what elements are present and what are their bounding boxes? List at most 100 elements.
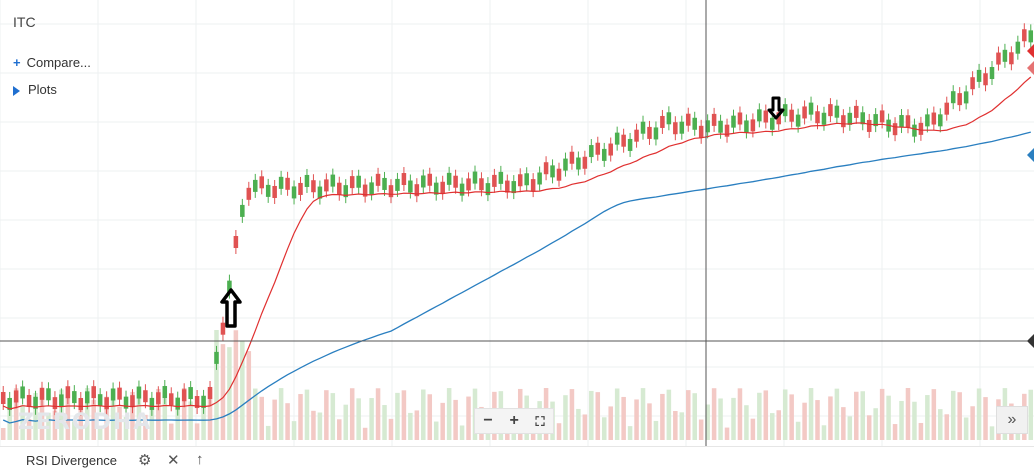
volume-bar	[770, 413, 775, 440]
candle	[117, 387, 122, 400]
candle	[356, 175, 361, 188]
volume-bar	[711, 388, 717, 440]
volume-bar	[123, 416, 129, 440]
volume-bar	[983, 397, 988, 440]
candle	[149, 397, 155, 410]
volume-bar	[65, 394, 71, 440]
candle	[298, 182, 303, 195]
candle	[375, 173, 381, 186]
candle	[647, 126, 652, 139]
volume-bar	[556, 423, 562, 440]
volume-bar	[879, 388, 885, 440]
volume-bar	[614, 388, 620, 440]
candle	[479, 178, 484, 191]
candle	[459, 183, 465, 196]
compare-label: Compare...	[26, 55, 91, 70]
volume-bar	[427, 394, 433, 440]
candle	[485, 183, 491, 196]
volume-bar	[776, 410, 781, 440]
volume-bar	[795, 421, 801, 440]
compare-button[interactable]: + Compare...	[13, 55, 91, 70]
candle	[311, 180, 316, 193]
candle	[582, 156, 588, 169]
volume-bar	[433, 421, 439, 440]
gear-icon[interactable]: ⚙	[138, 452, 152, 469]
volume-bar	[905, 388, 911, 440]
volume-bar	[227, 347, 232, 440]
volume-bar	[240, 340, 245, 440]
candle	[750, 119, 756, 132]
candle	[892, 123, 898, 136]
zoom-in-button[interactable]: +	[509, 412, 519, 429]
candle	[0, 392, 6, 404]
candle	[472, 171, 478, 184]
volume-bar	[324, 390, 329, 440]
study-panel-bar: RSI Divergence ⚙ ✕ ↑	[0, 446, 1034, 474]
candle	[944, 102, 950, 115]
close-icon[interactable]: ✕	[167, 452, 180, 469]
volume-bar	[899, 400, 904, 440]
candle	[1028, 30, 1034, 43]
volume-bar	[52, 410, 58, 440]
volume-bar	[337, 419, 342, 440]
candle	[627, 138, 633, 151]
volume-bar	[621, 396, 626, 440]
candle	[84, 391, 90, 404]
volume-bar	[841, 407, 846, 440]
arrow-up-icon[interactable]: ↑	[196, 451, 204, 468]
candle	[957, 93, 962, 106]
volume-bar	[685, 390, 691, 440]
volume-bar	[634, 399, 639, 440]
candle	[162, 386, 168, 399]
study-label: RSI Divergence	[26, 453, 118, 468]
plots-button[interactable]: Plots	[13, 82, 57, 97]
volume-bar	[834, 388, 840, 440]
candle	[802, 106, 807, 119]
fullscreen-icon[interactable]: ⛶	[535, 413, 545, 429]
candle	[711, 113, 717, 126]
volume-bar	[349, 388, 355, 440]
volume-bar	[970, 406, 975, 440]
candle	[324, 179, 329, 192]
double-chevron-right-icon[interactable]: »	[996, 406, 1028, 434]
volume-bar	[647, 403, 652, 440]
volume-bar	[156, 388, 161, 440]
candle	[188, 387, 193, 400]
volume-bar	[143, 414, 148, 440]
volume-bar	[757, 392, 762, 440]
candle	[65, 386, 71, 399]
price-marker-blue	[1027, 148, 1034, 162]
volume-bar	[854, 391, 859, 440]
candle	[640, 121, 646, 134]
candle	[601, 148, 607, 161]
candle	[175, 397, 180, 410]
price-chart[interactable]	[0, 0, 1034, 446]
volume-bar	[808, 388, 814, 440]
volume-bar	[246, 351, 252, 440]
volume-bar	[731, 397, 736, 440]
volume-bar	[925, 395, 930, 440]
volume-bar	[110, 388, 116, 440]
candle	[7, 397, 12, 410]
candle	[220, 322, 226, 335]
volume-bar	[421, 389, 426, 440]
candle	[240, 204, 245, 217]
volume-bar	[912, 401, 917, 440]
volume-bar	[233, 330, 239, 440]
volume-bar	[698, 419, 704, 440]
down-arrow-annotation-icon	[767, 96, 785, 120]
volume-bar	[168, 423, 174, 440]
volume-bar	[317, 412, 323, 440]
zoom-out-button[interactable]: −	[483, 412, 493, 429]
candle	[757, 109, 762, 122]
candle	[207, 386, 213, 399]
candle	[246, 187, 252, 200]
candle	[795, 114, 801, 127]
candle	[524, 173, 529, 186]
candle	[918, 122, 924, 135]
candle	[446, 172, 452, 185]
candle	[899, 115, 904, 128]
volume-bar	[627, 426, 633, 440]
candlestick-series	[0, 23, 1034, 416]
volume-bar	[963, 417, 969, 440]
